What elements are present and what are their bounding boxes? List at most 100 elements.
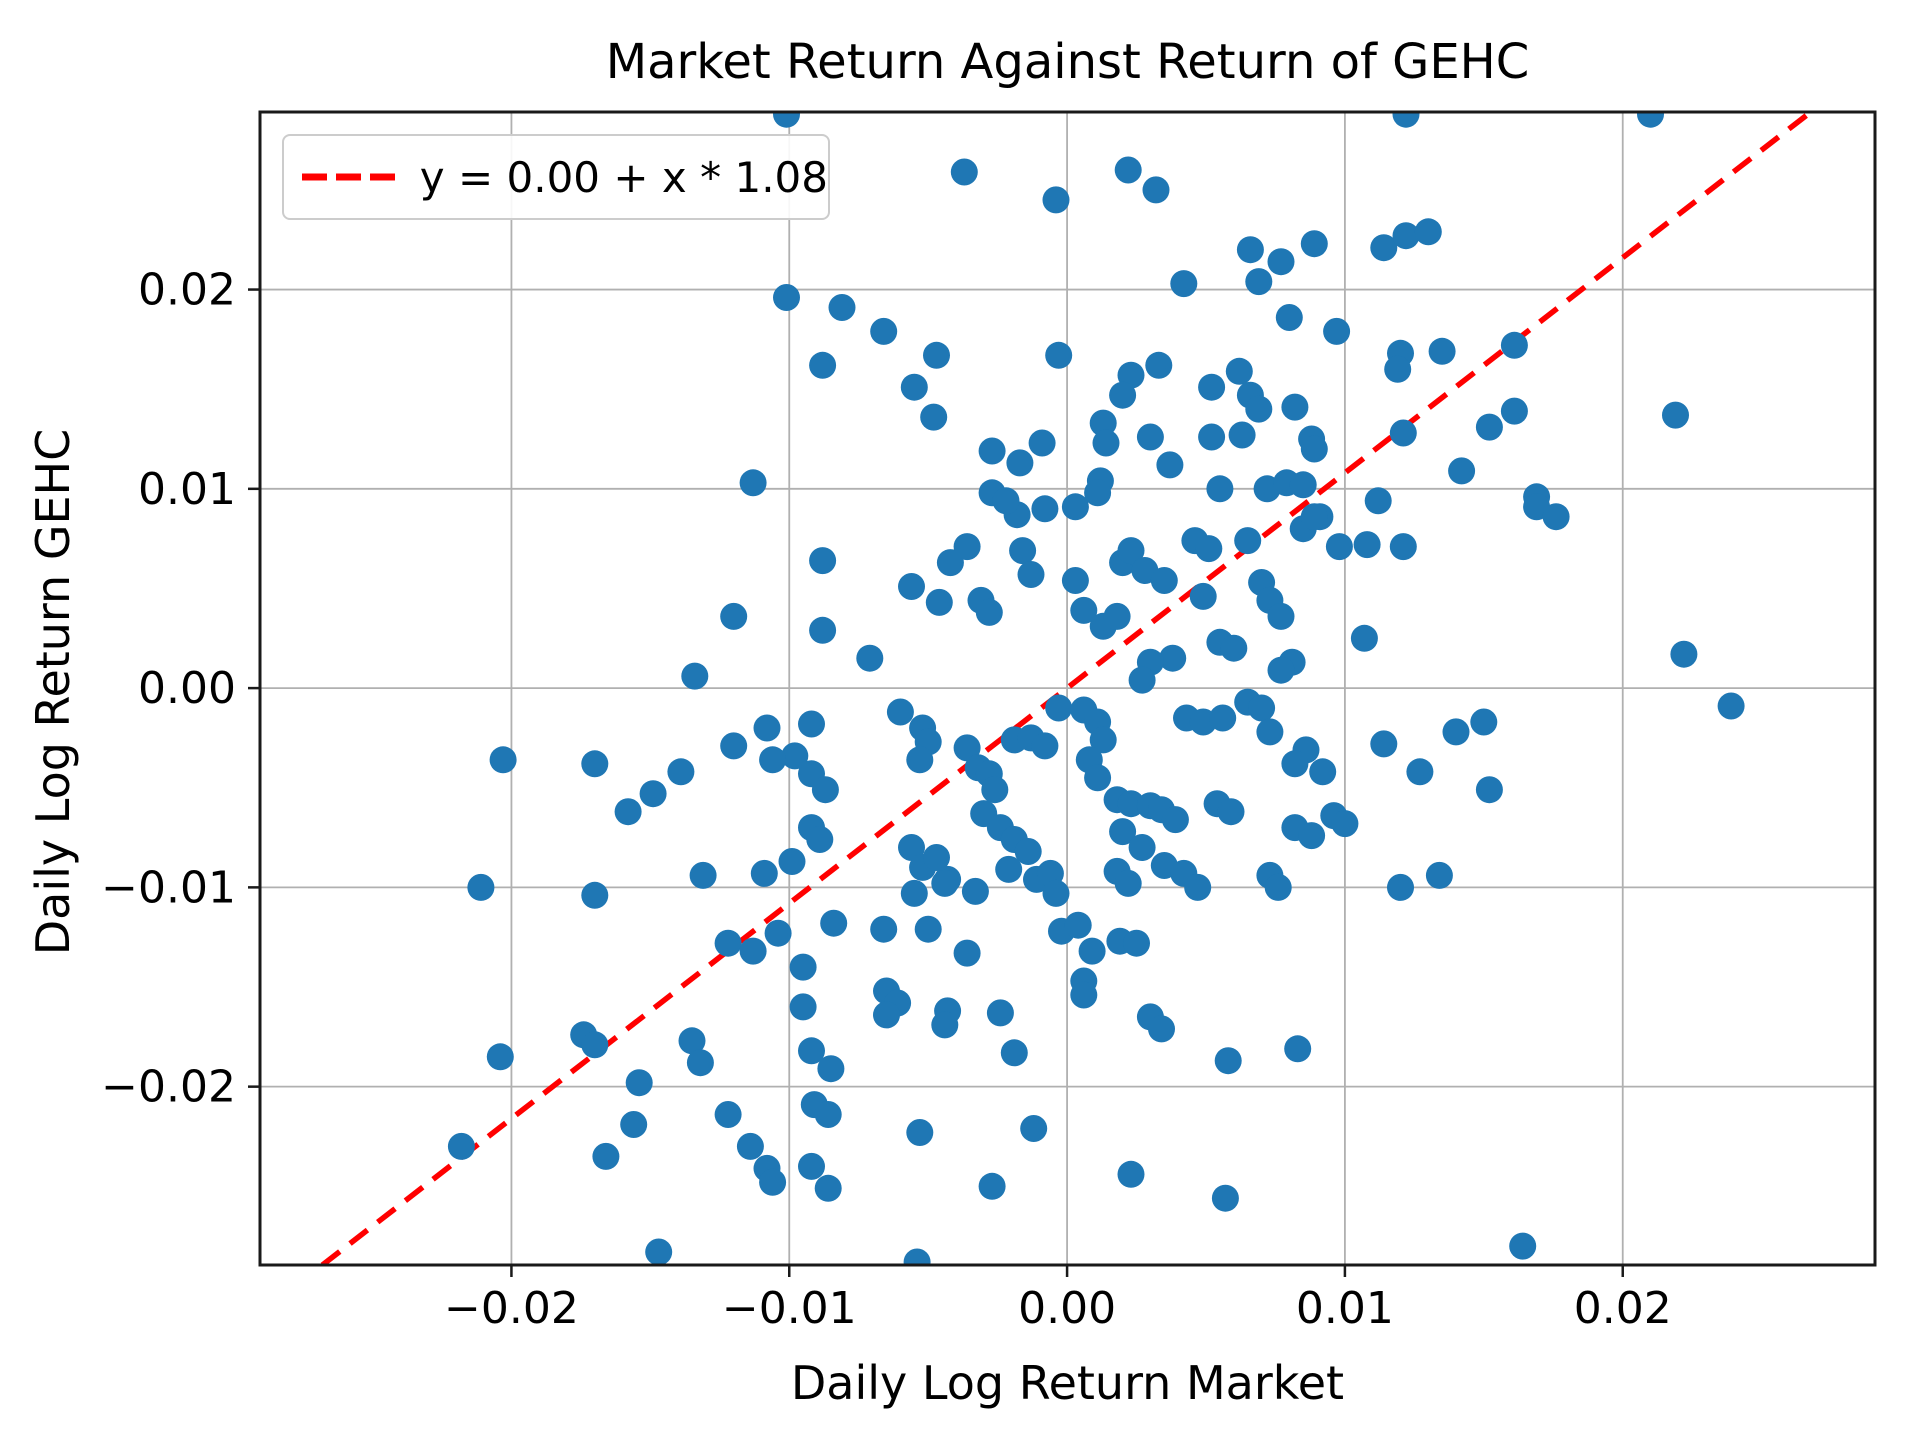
scatter-point	[639, 780, 667, 808]
scatter-point	[1198, 373, 1226, 401]
scatter-point	[923, 341, 950, 369]
scatter-point	[1325, 533, 1353, 561]
scatter-point	[714, 1101, 742, 1128]
scatter-point	[1300, 230, 1328, 258]
scatter-point	[625, 1069, 653, 1097]
scatter-point	[581, 750, 609, 778]
scatter-point	[1117, 537, 1145, 565]
scatter-point	[486, 1043, 514, 1071]
scatter-point	[814, 1101, 842, 1128]
scatter-point	[1184, 873, 1212, 901]
scatter-point	[1323, 317, 1351, 345]
scatter-point	[1353, 531, 1381, 559]
scatter-point	[714, 929, 742, 957]
scatter-point	[798, 710, 825, 738]
scatter-point	[1031, 732, 1059, 760]
scatter-point	[1159, 644, 1187, 672]
scatter-point	[1061, 493, 1089, 521]
y-tick-label: 0.00	[138, 663, 236, 714]
scatter-point	[1195, 535, 1223, 563]
scatter-point	[667, 758, 695, 786]
scatter-point	[739, 469, 767, 497]
scatter-point	[920, 403, 948, 431]
scatter-point	[759, 1168, 787, 1196]
scatter-point	[789, 993, 817, 1021]
scatter-point	[981, 776, 1009, 804]
scatter-point	[1370, 730, 1398, 758]
y-tick-label: −0.02	[101, 1062, 236, 1113]
y-tick-label: 0.02	[138, 265, 236, 316]
scatter-point	[1475, 413, 1503, 441]
scatter-point	[1637, 112, 1664, 128]
scatter-point	[798, 1152, 825, 1180]
scatter-point	[773, 284, 800, 311]
scatter-point	[1500, 331, 1528, 359]
scatter-point	[1670, 640, 1698, 668]
scatter-point	[750, 859, 778, 887]
scatter-point	[886, 698, 914, 726]
scatter-point	[931, 1011, 959, 1039]
x-tick-label: 0.00	[1018, 1283, 1116, 1334]
chart-title: Market Return Against Return of GEHC	[605, 34, 1530, 90]
scatter-point	[1217, 798, 1245, 826]
scatter-point	[764, 919, 792, 947]
scatter-point	[1103, 602, 1131, 630]
scatter-point	[1128, 666, 1156, 694]
scatter-point	[898, 573, 925, 600]
scatter-point	[1281, 750, 1309, 778]
scatter-point	[961, 877, 989, 905]
scatter-point	[1300, 503, 1328, 531]
scatter-point	[1470, 708, 1498, 736]
scatter-point	[1189, 582, 1217, 610]
scatter-point	[447, 1132, 475, 1160]
scatter-point	[1031, 495, 1059, 523]
scatter-point	[1089, 409, 1117, 437]
scatter-point	[720, 602, 748, 630]
scatter-point	[1206, 475, 1234, 503]
scatter-point	[1123, 929, 1150, 957]
scatter-point	[1006, 449, 1034, 477]
scatter-point	[1020, 1115, 1048, 1142]
scatter-point	[1150, 567, 1178, 594]
scatter-point	[953, 939, 981, 967]
scatter-point	[678, 1027, 706, 1055]
scatter-point	[1542, 503, 1570, 531]
scatter-point	[1414, 218, 1442, 246]
scatter-point	[759, 746, 787, 774]
scatter-point	[992, 487, 1020, 515]
scatter-point	[592, 1142, 620, 1170]
scatter-point	[1248, 694, 1276, 722]
scatter-point	[806, 826, 834, 853]
scatter-point	[1392, 222, 1420, 250]
scatter-point	[870, 317, 898, 345]
scatter-point	[978, 1172, 1006, 1200]
scatter-point	[1045, 694, 1073, 722]
scatter-point	[1298, 822, 1326, 850]
scatter-point	[978, 437, 1006, 465]
scatter-point	[1300, 435, 1328, 463]
scatter-point	[1220, 634, 1248, 662]
scatter-point	[1000, 1039, 1028, 1067]
legend: y = 0.00 + x * 1.08	[282, 134, 830, 220]
scatter-point	[1236, 236, 1264, 264]
scatter-point	[681, 662, 709, 690]
scatter-point	[1284, 1035, 1312, 1063]
scatter-point	[1267, 248, 1295, 276]
scatter-point	[1214, 1047, 1242, 1075]
scatter-point	[1114, 869, 1142, 897]
scatter-point	[1267, 656, 1295, 684]
scatter-point	[953, 533, 981, 561]
scatter-point	[1267, 602, 1295, 630]
scatter-point	[736, 1132, 764, 1160]
scatter-point	[489, 746, 517, 774]
scatter-point	[1370, 234, 1398, 262]
scatter-point	[820, 909, 848, 937]
scatter-point	[1017, 561, 1045, 588]
scatter-point	[581, 881, 609, 909]
scatter-series	[447, 112, 1745, 1265]
scatter-point	[995, 855, 1023, 883]
scatter-point	[1350, 624, 1378, 652]
scatter-point	[1211, 1184, 1239, 1212]
